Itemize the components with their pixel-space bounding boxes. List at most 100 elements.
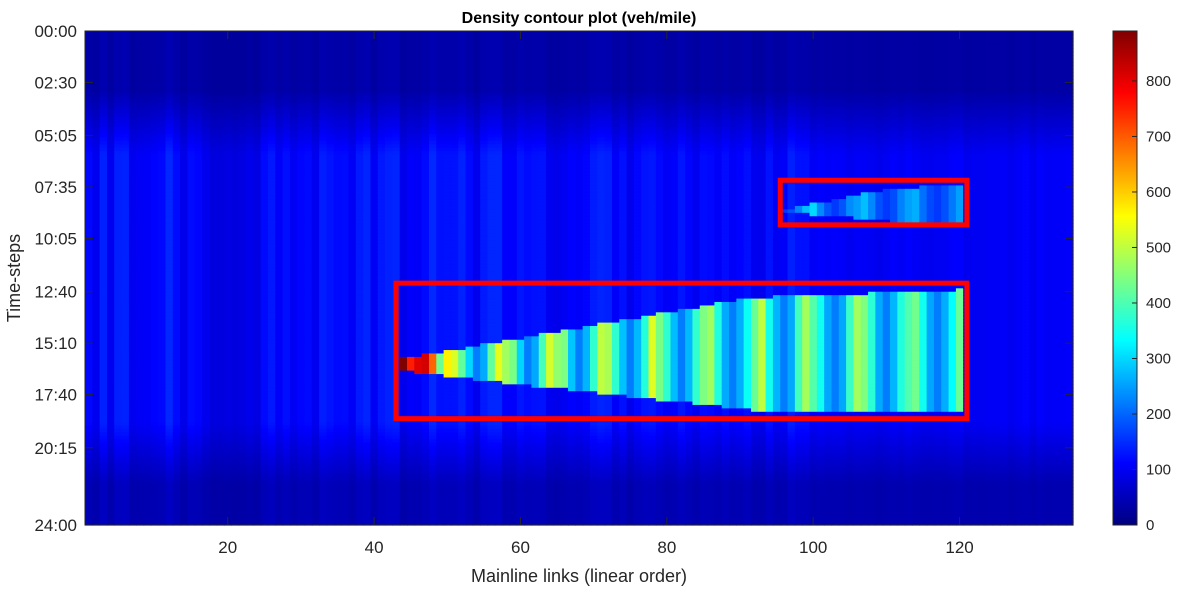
heat-cell [326, 363, 335, 368]
heat-cell [194, 133, 203, 138]
heat-cell [150, 264, 159, 269]
heat-cell [136, 305, 145, 310]
heat-cell [260, 350, 269, 355]
heat-cell [165, 89, 174, 94]
heat-cell [128, 459, 137, 464]
heat-cell [275, 168, 284, 173]
heat-cell [165, 521, 174, 526]
heat-cell [289, 329, 298, 334]
heat-cell [85, 404, 93, 409]
heat-cell [180, 130, 189, 135]
heat-cell [224, 37, 232, 42]
heat-cell [128, 185, 137, 190]
heat-cell [187, 85, 196, 90]
heat-cell [165, 415, 174, 420]
heat-cell [275, 264, 284, 269]
heat-cell [143, 521, 152, 526]
heat-cell [114, 394, 123, 399]
heat-cell [194, 260, 203, 265]
heat-cell [326, 154, 335, 159]
heat-cell [282, 415, 291, 420]
heat-cell [319, 137, 328, 142]
heat-cell [282, 394, 291, 399]
heat-cell [121, 452, 130, 457]
heat-cell [238, 175, 247, 180]
heat-cell [143, 82, 152, 87]
heat-cell [246, 518, 254, 523]
heat-cell [297, 326, 306, 331]
heat-cell [187, 202, 196, 207]
heat-cell [187, 288, 196, 293]
heat-cell [99, 343, 108, 348]
heat-cell [333, 175, 342, 180]
heat-cell [194, 209, 203, 214]
heat-cell [202, 41, 211, 46]
heat-cell [297, 240, 306, 245]
heat-cell [260, 133, 269, 138]
heat-cell [180, 380, 189, 385]
heat-cell [180, 82, 189, 87]
heat-cell [128, 284, 137, 289]
heat-cell [289, 99, 298, 104]
heat-cell [85, 192, 93, 197]
heat-cell [260, 442, 269, 447]
heat-cell [224, 192, 232, 197]
heat-cell [253, 175, 262, 180]
heat-cell [333, 360, 342, 365]
heat-cell [231, 188, 240, 193]
heat-cell [267, 257, 276, 262]
heat-cell [187, 161, 196, 166]
heat-cell [209, 216, 218, 221]
heat-cell [231, 51, 240, 56]
heat-cell [289, 446, 298, 451]
heat-cell [150, 346, 159, 351]
heat-cell [238, 418, 247, 423]
heat-cell [246, 302, 254, 307]
heat-cell [194, 65, 203, 70]
heat-cell [92, 384, 101, 389]
heat-cell [246, 411, 254, 416]
heat-cell [136, 380, 145, 385]
heat-cell [326, 422, 335, 427]
heat-cell [158, 302, 167, 307]
heat-cell [150, 144, 159, 149]
heat-cell [311, 411, 320, 416]
heat-cell [85, 226, 93, 231]
heat-cell [128, 387, 137, 392]
heat-cell [319, 360, 328, 365]
heat-cell [172, 236, 181, 241]
heat-cell [253, 511, 262, 516]
heat-cell [194, 377, 203, 382]
heat-cell [246, 58, 254, 63]
heat-cell [180, 267, 189, 272]
heat-cell [187, 192, 196, 197]
heat-cell [216, 291, 225, 296]
heat-cell [114, 209, 123, 214]
heat-cell [297, 322, 306, 327]
heat-cell [275, 500, 284, 506]
heat-cell [180, 473, 189, 478]
heat-cell [136, 476, 145, 481]
heat-cell [253, 199, 262, 204]
heat-cell [143, 188, 152, 193]
heat-cell [260, 192, 269, 197]
heat-cell [311, 82, 320, 87]
heat-cell [253, 456, 262, 461]
heat-cell [194, 298, 203, 303]
heat-cell [275, 236, 284, 241]
heat-cell [128, 367, 137, 372]
heat-cell [304, 329, 313, 334]
heat-cell [297, 55, 306, 60]
heat-cell [92, 178, 101, 183]
heat-cell [209, 452, 218, 457]
heat-cell [143, 384, 152, 389]
heat-cell [106, 195, 115, 200]
heat-cell [158, 48, 167, 53]
heat-cell [319, 253, 328, 259]
heat-cell [282, 116, 291, 121]
heat-cell [209, 435, 218, 440]
heat-cell [260, 367, 269, 372]
heat-cell [180, 257, 189, 262]
heat-cell [121, 391, 130, 396]
heat-cell [172, 326, 181, 331]
